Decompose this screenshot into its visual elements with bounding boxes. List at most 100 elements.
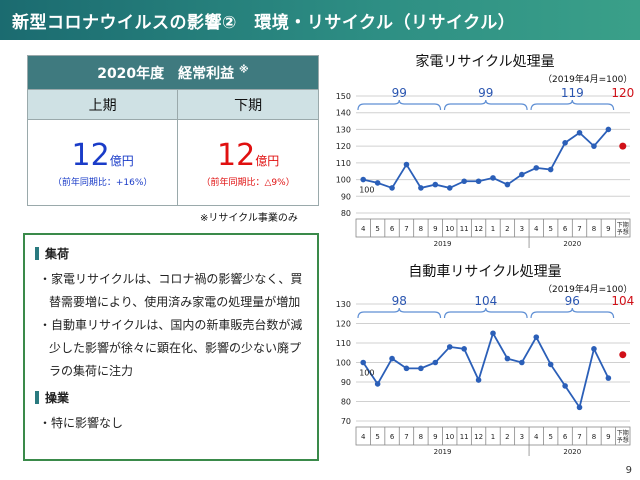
forecast-average-label: 104	[611, 294, 634, 308]
data-point	[490, 330, 496, 337]
data-point	[519, 171, 525, 178]
forecast-point	[619, 142, 627, 150]
x-tick-label: 8	[592, 433, 596, 441]
y-tick-label: 130	[336, 300, 351, 309]
operation-heading: 操業	[35, 389, 307, 406]
x-tick-label: 6	[390, 225, 395, 233]
data-point	[389, 355, 395, 362]
y-tick-label: 80	[341, 209, 351, 218]
data-point	[504, 355, 511, 362]
x-axis-table	[355, 218, 631, 238]
x-tick-label: 4	[361, 433, 366, 441]
profit-footnote: ※リサイクル事業のみ	[200, 213, 298, 224]
data-point	[360, 176, 367, 183]
period-bracket	[443, 99, 528, 111]
x-tick-label: 7	[404, 225, 408, 233]
y-tick-label: 70	[341, 417, 351, 426]
x-tick-label: 5	[375, 225, 379, 233]
x-tick-label: 2	[505, 433, 509, 441]
y-tick-label: 150	[336, 92, 351, 101]
data-point	[490, 175, 496, 181]
operation-item-1: ・特に影響なし	[39, 416, 124, 430]
period-average-label: 119	[561, 86, 584, 100]
data-point	[461, 178, 467, 185]
x-tick-label: 10	[445, 433, 454, 441]
x-tick-label: 7	[577, 225, 581, 233]
data-point	[360, 359, 367, 366]
forecast-label: 下期	[617, 429, 629, 437]
y-tick-label: 120	[336, 320, 351, 329]
x-tick-label: 9	[433, 433, 437, 441]
y-tick-label: 100	[336, 359, 351, 368]
y-tick-label: 130	[336, 125, 351, 134]
series-line	[363, 128, 610, 190]
x-tick-label: 5	[548, 225, 552, 233]
forecast-label: 予想	[617, 228, 629, 236]
x-tick-label: 1	[491, 225, 495, 233]
y-tick-label: 90	[341, 378, 351, 387]
second-half-note: （前年同期比：△9%）	[201, 177, 295, 188]
period-average-label: 104	[474, 294, 497, 308]
y-tick-label: 80	[341, 398, 351, 407]
data-point	[519, 359, 525, 366]
x-tick-label: 8	[419, 433, 423, 441]
start-value-label: 100	[359, 369, 374, 378]
data-point	[475, 178, 482, 185]
period-bracket	[357, 99, 442, 111]
year-label: 2020	[563, 240, 581, 248]
x-tick-label: 9	[606, 225, 610, 233]
x-tick-label: 7	[404, 433, 408, 441]
auto-chart-title: 自動車リサイクル処理量	[408, 264, 562, 280]
appliance-chart-note: （2019年4月=100）	[543, 75, 633, 85]
x-tick-label: 3	[520, 225, 524, 233]
data-point	[461, 346, 467, 352]
x-tick-label: 11	[460, 433, 469, 441]
appliance-chart-title: 家電リサイクル処理量	[415, 54, 555, 70]
data-point	[605, 375, 612, 381]
forecast-point	[619, 351, 627, 359]
period-average-label: 98	[392, 294, 407, 308]
forecast-average-label: 120	[611, 86, 634, 100]
x-tick-label: 12	[474, 225, 483, 233]
second-half-label: 下期	[177, 89, 319, 120]
data-point	[591, 143, 597, 149]
period-average-label: 96	[565, 294, 580, 308]
forecast-label: 予想	[617, 436, 629, 444]
page-number: 9	[625, 465, 632, 476]
data-point	[374, 180, 381, 186]
summary-box: 集荷 ・家電リサイクルは、コロナ禍の影響少なく、買替需要増により、使用済み家電の…	[23, 233, 319, 461]
data-point	[576, 404, 583, 411]
x-tick-label: 12	[474, 433, 483, 441]
data-point	[446, 344, 453, 350]
profit-header-text: 2020年度 経常利益	[97, 65, 235, 82]
period-average-label: 99	[478, 86, 493, 100]
series-line	[362, 330, 610, 410]
x-tick-label: 3	[520, 433, 524, 441]
year-label: 2019	[434, 240, 452, 248]
x-tick-label: 2	[505, 225, 509, 233]
data-point	[475, 377, 482, 383]
data-point	[576, 129, 583, 136]
x-tick-label: 11	[460, 225, 469, 233]
profit-header-mark: ※	[239, 63, 249, 75]
data-point	[403, 161, 410, 168]
data-point	[547, 166, 554, 173]
x-tick-label: 8	[592, 225, 596, 233]
data-point	[591, 346, 597, 352]
y-tick-label: 90	[341, 192, 351, 201]
period-bracket	[443, 307, 528, 319]
second-half-unit: 億円	[255, 153, 280, 168]
operation-title: 操業	[45, 391, 70, 405]
collection-title: 集荷	[45, 247, 70, 261]
x-tick-label: 6	[563, 433, 568, 441]
first-half-cell: 12億円 （前年同期比：+16%）	[26, 119, 179, 206]
first-half-value: 12	[71, 137, 110, 173]
profit-table: 2020年度 経常利益 ※ 上期 下期 12億円 （前年同期比：+16%） 12…	[26, 55, 319, 206]
x-tick-label: 6	[563, 225, 568, 233]
data-point	[562, 383, 568, 389]
profit-table-header: 2020年度 経常利益 ※	[27, 55, 319, 90]
second-half-cell: 12億円 （前年同期比：△9%）	[177, 119, 319, 206]
forecast-label: 下期	[617, 221, 629, 229]
